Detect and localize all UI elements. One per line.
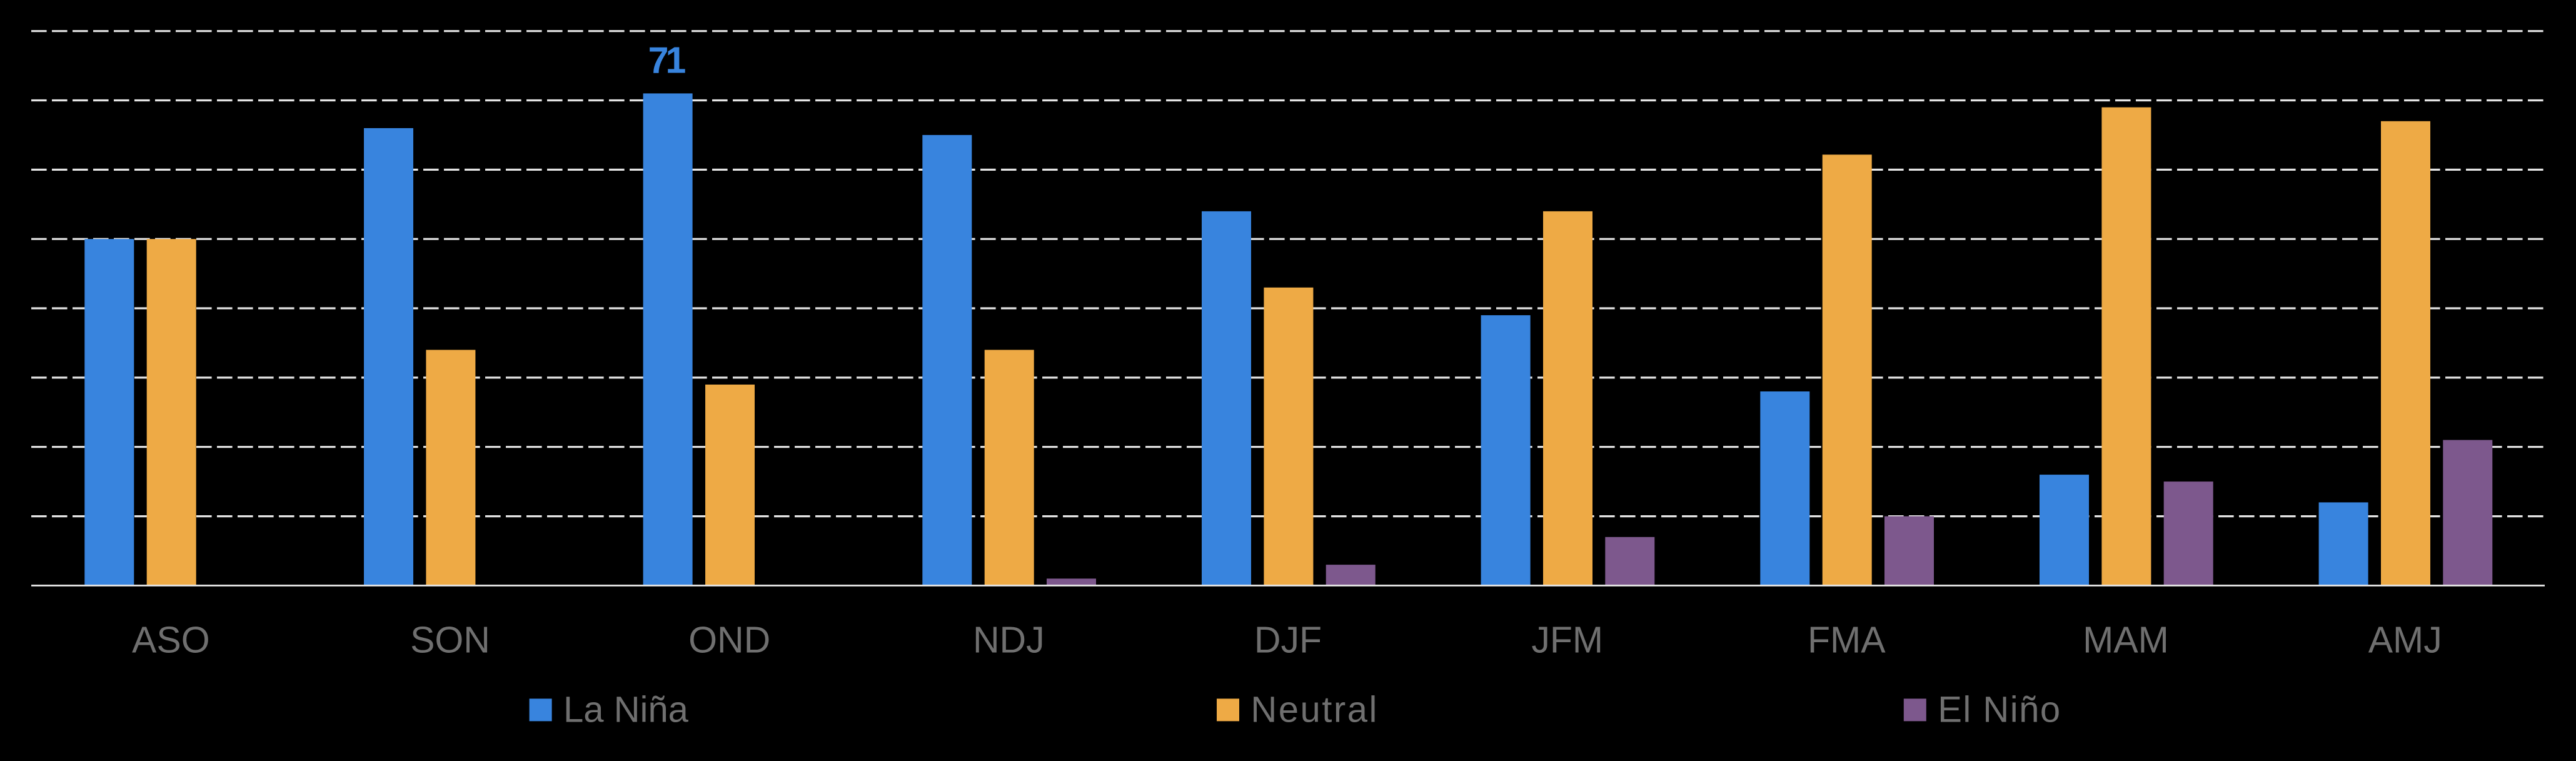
svg-text:SON: SON [410,619,490,660]
svg-text:DJF: DJF [1254,619,1322,660]
svg-text:NDJ: NDJ [973,619,1045,660]
svg-text:ASO: ASO [132,619,210,660]
svg-text:JFM: JFM [1531,619,1603,660]
svg-text:La Niña: La Niña [563,690,689,730]
svg-text:El Niño: El Niño [1938,690,2061,730]
svg-text:MAM: MAM [2083,619,2169,660]
svg-text:Neutral: Neutral [1250,690,1378,730]
svg-text:71: 71 [648,40,686,81]
svg-text:FMA: FMA [1808,619,1886,660]
svg-text:OND: OND [688,619,770,660]
svg-text:AMJ: AMJ [2368,619,2442,660]
